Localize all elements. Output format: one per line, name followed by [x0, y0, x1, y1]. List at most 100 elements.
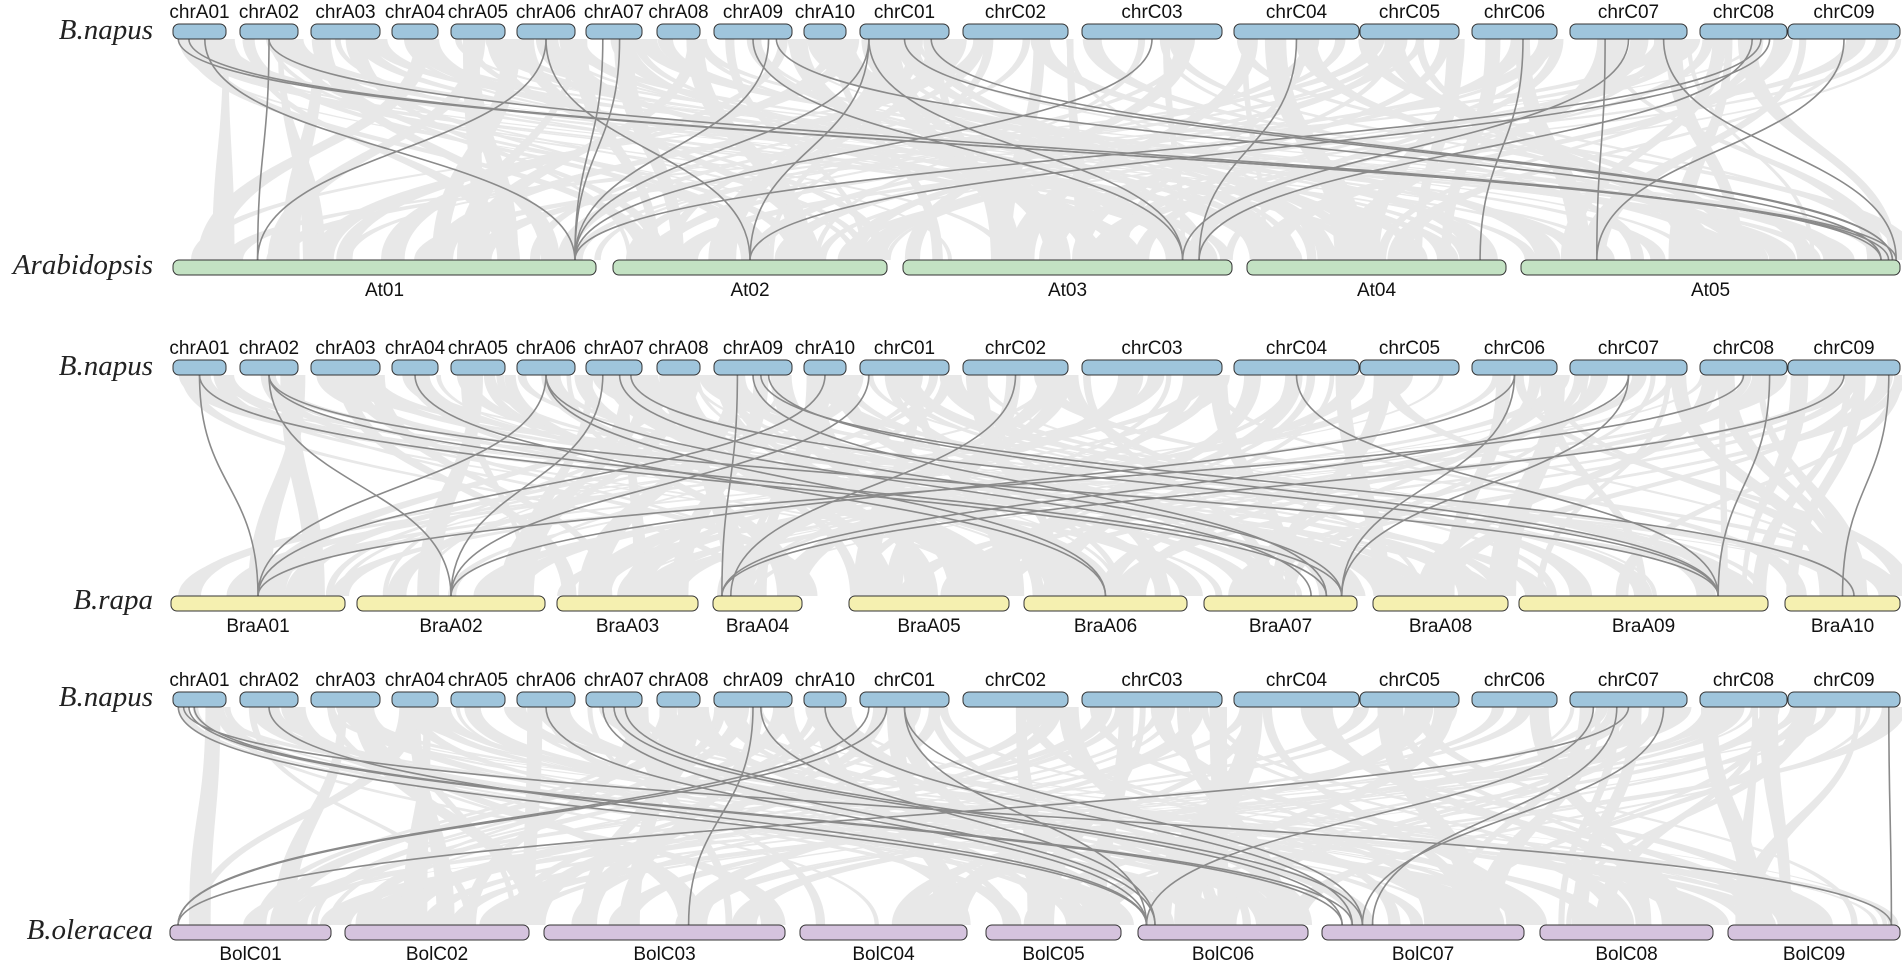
background-link: [1254, 39, 1793, 260]
gene-pair-link: [193, 706, 1354, 926]
background-link: [523, 707, 1602, 925]
background-link: [587, 375, 1144, 596]
chromosome-label: chrC09: [1813, 2, 1874, 23]
chromosome-label: chrC09: [1813, 670, 1874, 691]
gene-pair-link: [752, 38, 1184, 261]
background-link: [408, 39, 1895, 260]
background-link: [214, 707, 786, 925]
gene-pair-link: [721, 374, 739, 597]
background-link: [1736, 707, 1861, 925]
chromosome-chrA09: [713, 23, 793, 40]
background-link: [1615, 375, 1902, 596]
chromosome-chrC01: [859, 359, 950, 376]
background-link: [269, 707, 698, 925]
chromosome-label: chrC04: [1266, 2, 1328, 23]
gene-pair-link: [182, 706, 1893, 926]
background-link: [1701, 707, 1765, 925]
background-link: [625, 39, 1195, 260]
chromosome-label: chrA02: [239, 338, 299, 359]
background-link: [1441, 39, 1501, 260]
background-link: [1605, 39, 1887, 260]
gene-pair-link: [574, 38, 870, 261]
chromosome-BraA01: [170, 595, 346, 612]
background-link: [188, 375, 1869, 596]
background-link: [617, 707, 1280, 925]
chromosome-label: chrC08: [1713, 2, 1774, 23]
background-link: [289, 707, 1369, 925]
background-link: [212, 707, 1080, 925]
chromosome-BraA10: [1784, 595, 1901, 612]
chromosome-chrA02: [239, 23, 299, 40]
background-link: [1236, 39, 1902, 260]
background-link: [213, 375, 988, 596]
chromosome-label: BraA04: [726, 616, 790, 637]
chromosome-chrA07: [585, 23, 643, 40]
chromosome-label: BolC02: [406, 944, 468, 965]
background-link: [721, 707, 1279, 925]
chromosome-chrC08: [1699, 691, 1788, 708]
background-link: [897, 375, 1749, 596]
chromosome-label: chrC06: [1484, 2, 1545, 23]
chromosome-chrA01: [172, 691, 227, 708]
background-link: [1144, 707, 1901, 925]
chromosome-label: chrA10: [795, 670, 855, 691]
background-link: [633, 39, 1289, 260]
gene-pair-link: [721, 374, 1630, 597]
background-link: [1163, 707, 1439, 925]
chromosome-chrC08: [1699, 359, 1788, 376]
chromosome-label: chrA01: [169, 338, 229, 359]
gene-pair-link: [752, 374, 1328, 597]
chromosome-label: chrC02: [985, 2, 1046, 23]
gene-pair-link: [198, 374, 259, 597]
gene-pair-link: [1717, 374, 1771, 597]
background-link: [182, 375, 1054, 596]
background-link: [504, 375, 992, 596]
species-label-top: B.napus: [59, 350, 153, 382]
background-link: [409, 707, 455, 925]
gene-pair-link: [574, 38, 1762, 261]
background-link: [1445, 707, 1594, 925]
chromosome-BraA06: [1023, 595, 1188, 612]
chromosome-chrA06: [516, 23, 576, 40]
gene-pair-link: [257, 374, 547, 597]
chromosome-chrC08: [1699, 23, 1788, 40]
background-link: [285, 375, 838, 596]
chromosome-chrA01: [172, 359, 227, 376]
background-link: [840, 375, 1485, 596]
species-label-bottom: B.rapa: [73, 584, 153, 616]
chromosome-label: BolC08: [1595, 944, 1657, 965]
gene-pair-link: [545, 374, 1312, 597]
background-link: [1741, 375, 1809, 596]
chromosome-label: chrC05: [1379, 670, 1440, 691]
chromosome-chrA01: [172, 23, 227, 40]
background-link: [1427, 375, 1866, 596]
background-link: [682, 707, 1745, 925]
chromosome-chrC03: [1081, 691, 1223, 708]
background-link: [841, 39, 1381, 260]
chromosome-chrC06: [1471, 359, 1558, 376]
background-link: [1539, 375, 1647, 596]
background-link: [1536, 375, 1671, 596]
chromosome-label: chrC01: [874, 670, 935, 691]
chromosome-chrC04: [1233, 691, 1360, 708]
chromosome-label: chrC03: [1121, 2, 1182, 23]
gene-pair-link: [1340, 374, 1516, 597]
chromosome-chrA03: [310, 359, 381, 376]
gene-pair-link: [268, 706, 1148, 926]
background-link: [1034, 375, 1902, 596]
background-link: [978, 375, 1727, 596]
chromosome-chrA04: [391, 23, 439, 40]
background-link: [314, 39, 871, 260]
background-link: [573, 39, 1444, 260]
background-link: [263, 375, 1303, 596]
background-link: [408, 707, 1751, 925]
chromosome-label: chrC01: [874, 2, 935, 23]
background-link: [890, 375, 1557, 596]
gene-pair-link: [775, 38, 1882, 261]
background-link: [639, 375, 1590, 596]
gene-pair-link: [824, 706, 1354, 926]
chromosome-label: chrA02: [239, 2, 299, 23]
background-link: [859, 39, 1694, 260]
background-link: [273, 707, 347, 925]
background-link: [392, 707, 1113, 925]
